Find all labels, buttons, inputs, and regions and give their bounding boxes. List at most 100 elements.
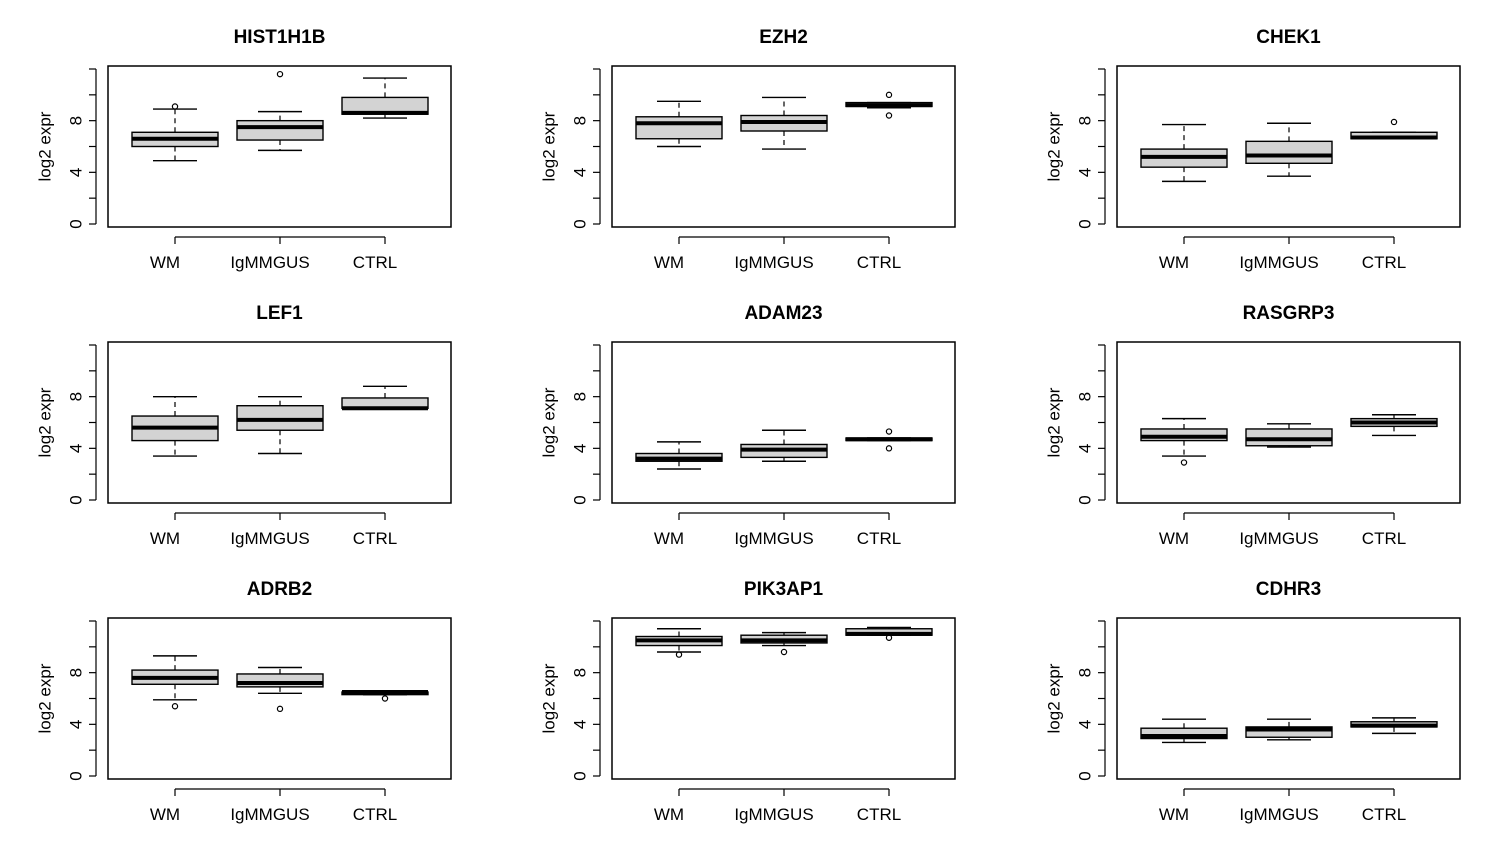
panel-hist1h1b: HIST1H1B 0 4 8 log2 expr WM IgMMGUS CTRL: [36, 27, 452, 272]
outlier-point: [381, 695, 389, 702]
box-ctrl: [341, 77, 429, 119]
y-tick-label: 8: [571, 392, 590, 401]
y-tick-label: 4: [67, 720, 86, 729]
box-wm: [1140, 718, 1228, 744]
box-wm: [635, 628, 723, 658]
panel-ezh2: EZH2 0 4 8 log2 expr WM IgMMGUS CTRL: [540, 27, 956, 272]
y-tick-label: 0: [67, 495, 86, 504]
outlier-point: [885, 428, 893, 435]
y-tick-label: 4: [571, 720, 590, 729]
box-igmmgus: [236, 666, 324, 713]
box-ctrl: [845, 626, 933, 641]
panel-title: LEF1: [256, 303, 303, 324]
y-tick-label: 4: [67, 168, 86, 177]
y-tick-label: 0: [571, 219, 590, 228]
box-wm: [635, 100, 723, 148]
outlier-point: [885, 445, 893, 452]
y-tick-label: 4: [571, 444, 590, 453]
x-tick-label-igmmgus: IgMMGUS: [230, 529, 309, 548]
y-tick-label: 0: [67, 219, 86, 228]
x-tick-label-wm: WM: [654, 805, 684, 824]
panel-title: RASGRP3: [1243, 303, 1335, 324]
x-tick-label-ctrl: CTRL: [857, 805, 901, 824]
plot-frame: [1116, 341, 1461, 504]
box-ctrl: [341, 385, 429, 411]
iqr-box: [1245, 726, 1333, 738]
plot-frame: [107, 65, 452, 228]
y-axis-label: log2 expr: [540, 387, 559, 457]
y-axis-label: log2 expr: [36, 111, 55, 181]
panel-rasgrp3: RASGRP3 0 4 8 log2 expr WM IgMMGUS CTRL: [1045, 303, 1461, 548]
x-tick-label-igmmgus: IgMMGUS: [734, 805, 813, 824]
x-tick-label-wm: WM: [654, 253, 684, 272]
x-tick-label-ctrl: CTRL: [353, 805, 397, 824]
iqr-box: [236, 119, 324, 141]
y-tick-label: 4: [1076, 168, 1095, 177]
x-tick-label-ctrl: CTRL: [353, 253, 397, 272]
x-tick-label-ctrl: CTRL: [353, 529, 397, 548]
y-tick-label: 0: [1076, 495, 1095, 504]
box-wm: [1140, 417, 1228, 466]
y-tick-label: 4: [67, 444, 86, 453]
iqr-box: [635, 116, 723, 140]
x-tick-label-igmmgus: IgMMGUS: [1239, 529, 1318, 548]
y-tick-label: 4: [571, 168, 590, 177]
box-igmmgus: [236, 70, 324, 152]
y-axis-label: log2 expr: [36, 663, 55, 733]
panel-title: ADAM23: [744, 303, 822, 324]
box-igmmgus: [740, 631, 828, 656]
outlier-point: [276, 70, 284, 78]
outlier-point: [885, 112, 893, 119]
panel-pik3ap1: PIK3AP1 0 4 8 log2 expr WM IgMMGUS CTRL: [540, 579, 956, 824]
x-tick-label-igmmgus: IgMMGUS: [1239, 253, 1318, 272]
panel-chek1: CHEK1 0 4 8 log2 expr WM IgMMGUS CTRL: [1045, 27, 1461, 272]
panel-title: PIK3AP1: [744, 579, 824, 600]
y-tick-label: 4: [1076, 444, 1095, 453]
plot-frame: [1116, 65, 1461, 228]
box-ctrl: [341, 690, 429, 702]
box-ctrl: [845, 91, 933, 119]
outlier-point: [675, 651, 683, 658]
box-igmmgus: [1245, 718, 1333, 741]
x-tick-label-wm: WM: [654, 529, 684, 548]
outlier-point: [780, 648, 788, 656]
y-tick-label: 8: [1076, 392, 1095, 401]
outlier-point: [171, 103, 179, 110]
outlier-point: [276, 705, 284, 713]
panel-lef1: LEF1 0 4 8 log2 expr WM IgMMGUS CTRL: [36, 303, 452, 548]
panel-adam23: ADAM23 0 4 8 log2 expr WM IgMMGUS CTRL: [540, 303, 956, 548]
x-tick-label-wm: WM: [1159, 805, 1189, 824]
panel-title: HIST1H1B: [234, 27, 326, 48]
outlier-point: [885, 634, 893, 641]
y-axis-label: log2 expr: [36, 387, 55, 457]
box-ctrl: [1350, 717, 1438, 735]
x-tick-label-ctrl: CTRL: [857, 529, 901, 548]
y-axis-label: log2 expr: [1045, 111, 1064, 181]
y-tick-label: 0: [571, 771, 590, 780]
y-axis-label: log2 expr: [1045, 663, 1064, 733]
x-tick-label-igmmgus: IgMMGUS: [734, 253, 813, 272]
box-wm: [131, 395, 219, 457]
x-tick-label-ctrl: CTRL: [1362, 805, 1406, 824]
x-tick-label-wm: WM: [150, 805, 180, 824]
box-wm: [635, 441, 723, 470]
y-tick-label: 4: [1076, 720, 1095, 729]
box-igmmgus: [740, 429, 828, 462]
box-igmmgus: [1245, 423, 1333, 448]
box-igmmgus: [740, 96, 828, 150]
x-tick-label-wm: WM: [1159, 529, 1189, 548]
plot-frame: [611, 341, 956, 504]
x-tick-label-ctrl: CTRL: [1362, 529, 1406, 548]
y-tick-label: 8: [67, 392, 86, 401]
y-tick-label: 8: [67, 116, 86, 125]
y-tick-label: 0: [1076, 771, 1095, 780]
panel-title: CHEK1: [1256, 27, 1321, 48]
x-tick-label-wm: WM: [150, 529, 180, 548]
x-tick-label-wm: WM: [150, 253, 180, 272]
y-tick-label: 0: [571, 495, 590, 504]
box-igmmgus: [236, 395, 324, 455]
plot-frame: [611, 617, 956, 780]
x-tick-label-igmmgus: IgMMGUS: [734, 529, 813, 548]
box-wm: [131, 655, 219, 710]
